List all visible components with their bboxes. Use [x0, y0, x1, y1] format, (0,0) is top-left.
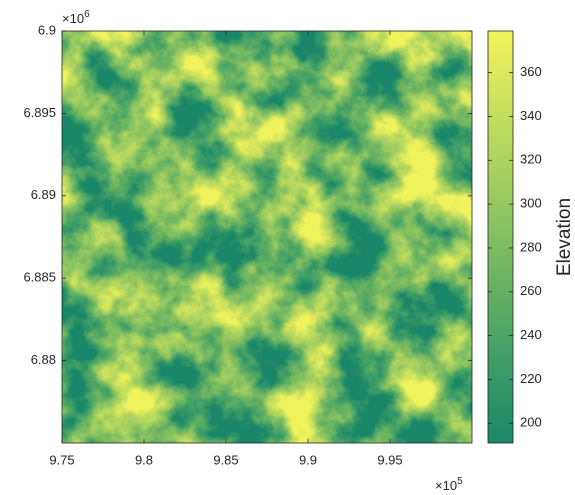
elevation-image: [62, 31, 472, 443]
colorbar-tick-label: 240: [520, 327, 542, 342]
colorbar-tick-label: 340: [520, 108, 542, 123]
colorbar-tick-label: 200: [520, 415, 542, 430]
x-multiplier: ×105: [435, 476, 463, 494]
y-tick-label: 6.88: [31, 352, 56, 367]
colorbar-tick-label: 280: [520, 239, 542, 254]
x-tick-label: 9.75: [49, 452, 74, 467]
x-tick-label: 9.85: [213, 452, 238, 467]
y-tick-label: 6.9: [38, 22, 56, 37]
y-tick-label: 6.89: [31, 187, 56, 202]
colorbar-label: Elevation: [554, 198, 575, 276]
colorbar: [488, 31, 513, 443]
x-tick-label: 9.9: [299, 452, 317, 467]
colorbar-tick-label: 220: [520, 371, 542, 386]
y-tick-label: 6.895: [23, 105, 56, 120]
colorbar-box: [487, 30, 514, 444]
colorbar-tick-label: 320: [520, 152, 542, 167]
y-multiplier: ×106: [62, 9, 90, 27]
x-tick-label: 9.95: [377, 452, 402, 467]
y-tick-label: 6.885: [23, 270, 56, 285]
x-tick-label: 9.8: [135, 452, 153, 467]
colorbar-tick-label: 360: [520, 64, 542, 79]
colorbar-tick-label: 300: [520, 196, 542, 211]
colorbar-tick-label: 260: [520, 283, 542, 298]
axes-box: [61, 30, 473, 444]
